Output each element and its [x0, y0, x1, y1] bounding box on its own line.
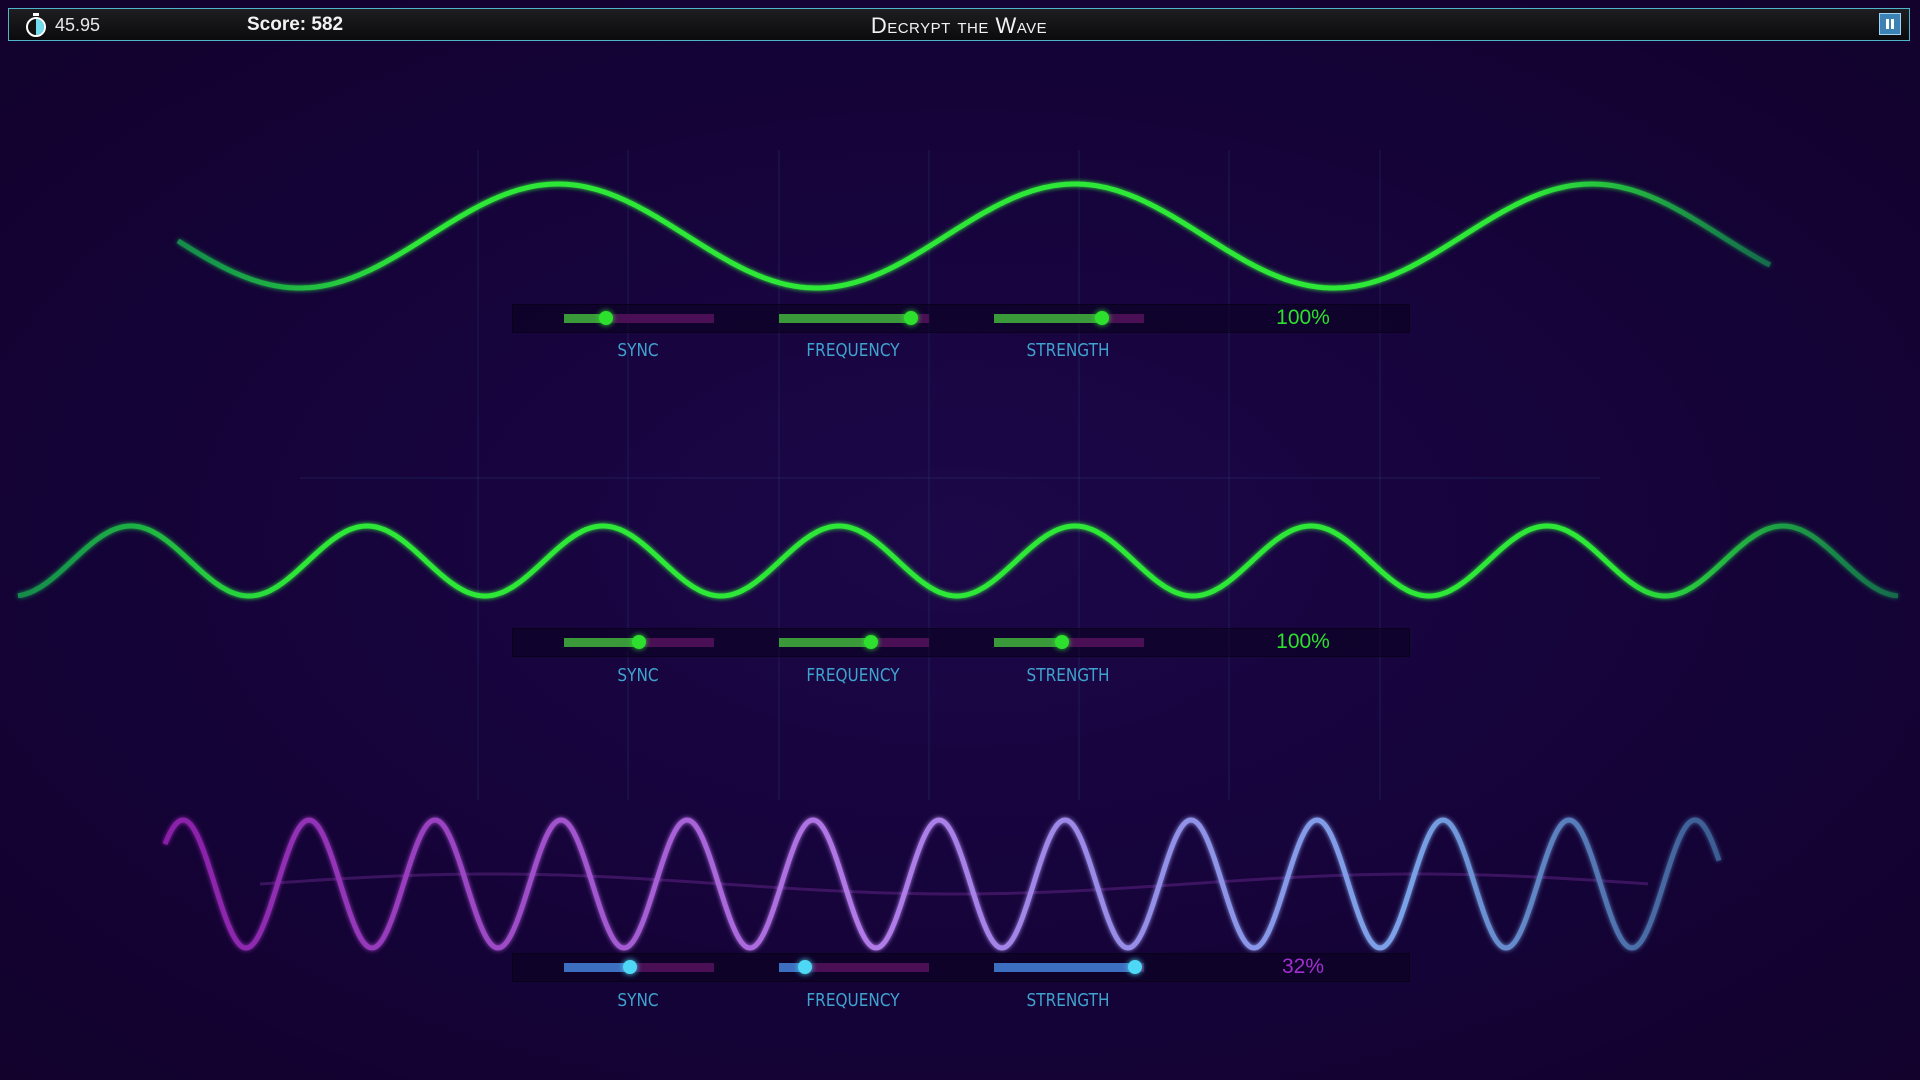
pause-button[interactable]: [1879, 13, 1901, 35]
frequency-slider-fill: [779, 314, 911, 323]
strength-slider-handle[interactable]: [1095, 311, 1109, 325]
wave-panel-3: 32%: [512, 953, 1410, 982]
sync-label: SYNC: [617, 340, 659, 361]
frequency-label: FREQUENCY: [806, 340, 900, 361]
sync-slider[interactable]: [564, 635, 714, 649]
sync-slider-handle[interactable]: [632, 635, 646, 649]
sync-slider-fill: [564, 314, 606, 323]
top-bar: 45.95 Score: 582 Decrypt the Wave: [8, 8, 1910, 41]
stopwatch-icon: [26, 13, 46, 37]
frequency-label: FREQUENCY: [806, 665, 900, 686]
sync-slider-fill: [564, 963, 630, 972]
score: Score: 582: [247, 14, 344, 35]
wave-2: [17, 523, 1899, 599]
wave-panel-1: 100%: [512, 304, 1410, 333]
strength-slider-fill: [994, 638, 1062, 647]
strength-slider-fill: [994, 963, 1135, 972]
strength-label: STRENGTH: [1026, 990, 1110, 1011]
strength-slider[interactable]: [994, 311, 1144, 325]
background-grid: [300, 150, 1600, 800]
frequency-slider-handle[interactable]: [904, 311, 918, 325]
strength-label: STRENGTH: [1026, 340, 1110, 361]
sync-label: SYNC: [617, 990, 659, 1011]
frequency-slider-handle[interactable]: [863, 635, 878, 649]
wave-1: [176, 181, 1772, 291]
frequency-slider-fill: [779, 963, 805, 972]
frequency-slider[interactable]: [779, 311, 929, 325]
strength-label: STRENGTH: [1026, 665, 1110, 686]
strength-slider[interactable]: [994, 960, 1144, 974]
strength-slider-fill: [994, 314, 1102, 323]
frequency-label: FREQUENCY: [806, 990, 900, 1011]
match-percent: 100%: [1276, 630, 1330, 653]
frequency-slider-fill: [779, 638, 871, 647]
match-percent: 32%: [1281, 955, 1325, 978]
sync-slider[interactable]: [564, 960, 714, 974]
wave-3: [162, 817, 1722, 951]
sync-slider-fill: [564, 638, 639, 647]
wave-panel-2: 100%: [512, 628, 1410, 657]
strength-slider-handle[interactable]: [1054, 635, 1069, 649]
sync-slider-handle[interactable]: [599, 311, 613, 325]
sync-label: SYNC: [617, 665, 659, 686]
game-title: Decrypt the Wave: [870, 13, 1048, 38]
timer-value: 45.95: [55, 15, 101, 35]
sync-slider-handle[interactable]: [623, 960, 637, 974]
frequency-slider[interactable]: [779, 960, 929, 974]
strength-slider[interactable]: [994, 635, 1144, 649]
strength-slider-handle[interactable]: [1128, 960, 1142, 974]
sync-slider[interactable]: [564, 311, 714, 325]
frequency-slider[interactable]: [779, 635, 929, 649]
match-percent: 100%: [1276, 306, 1330, 329]
frequency-slider-handle[interactable]: [797, 960, 812, 974]
